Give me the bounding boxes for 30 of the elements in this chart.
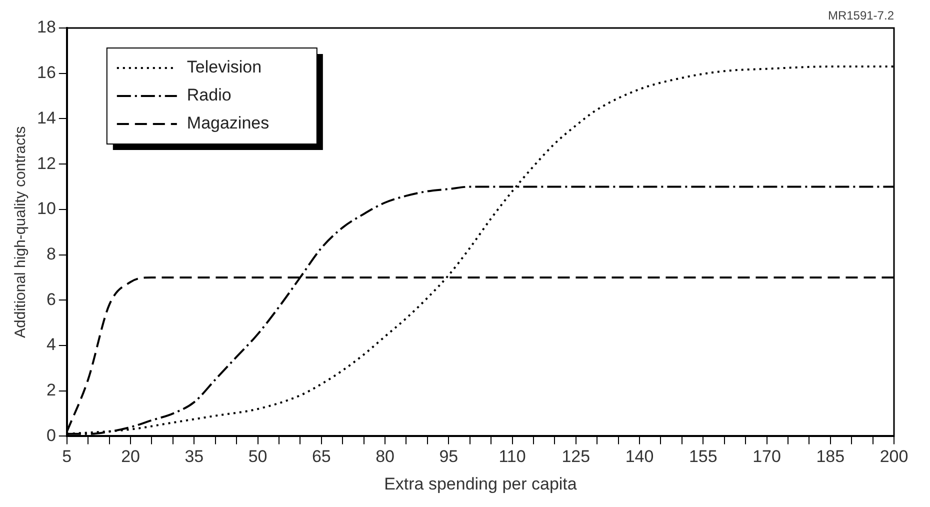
y-tick-label: 0 [46,426,56,445]
x-axis-title: Extra spending per capita [384,474,578,494]
y-tick-label: 6 [46,290,56,309]
y-tick-label: 2 [46,380,56,400]
legend-label: Radio [186,86,232,105]
x-tick-label: 170 [752,447,781,466]
legend-label: Magazines [186,114,270,133]
y-tick-label: 10 [36,199,56,218]
y-tick-label: 4 [46,335,56,354]
legend-label: Television [186,58,262,77]
text: MR1591-7.2 [828,8,894,22]
y-tick-label: 14 [36,108,56,128]
x-tick-label: 200 [880,447,908,466]
x-tick-label: 80 [376,447,394,466]
x-tick-label: 20 [121,447,140,466]
x-tick-label: 35 [184,447,204,466]
x-tick-label: 95 [439,447,458,466]
x-tick-label: 155 [688,447,718,466]
x-tick-label: 50 [248,447,268,466]
x-tick-label: 185 [816,447,845,466]
y-tick-label: 12 [36,154,56,173]
x-tick-label: 125 [562,447,590,466]
y-tick-label: 16 [36,63,56,82]
x-tick-label: 65 [312,447,331,466]
y-tick-label: 18 [36,18,56,37]
y-tick-label: 8 [46,244,56,264]
y-axis-title: Additional high-quality contracts [12,126,30,338]
x-tick-label: 5 [62,447,72,466]
x-tick-label: 110 [498,447,526,466]
x-tick-label: 140 [625,447,654,466]
